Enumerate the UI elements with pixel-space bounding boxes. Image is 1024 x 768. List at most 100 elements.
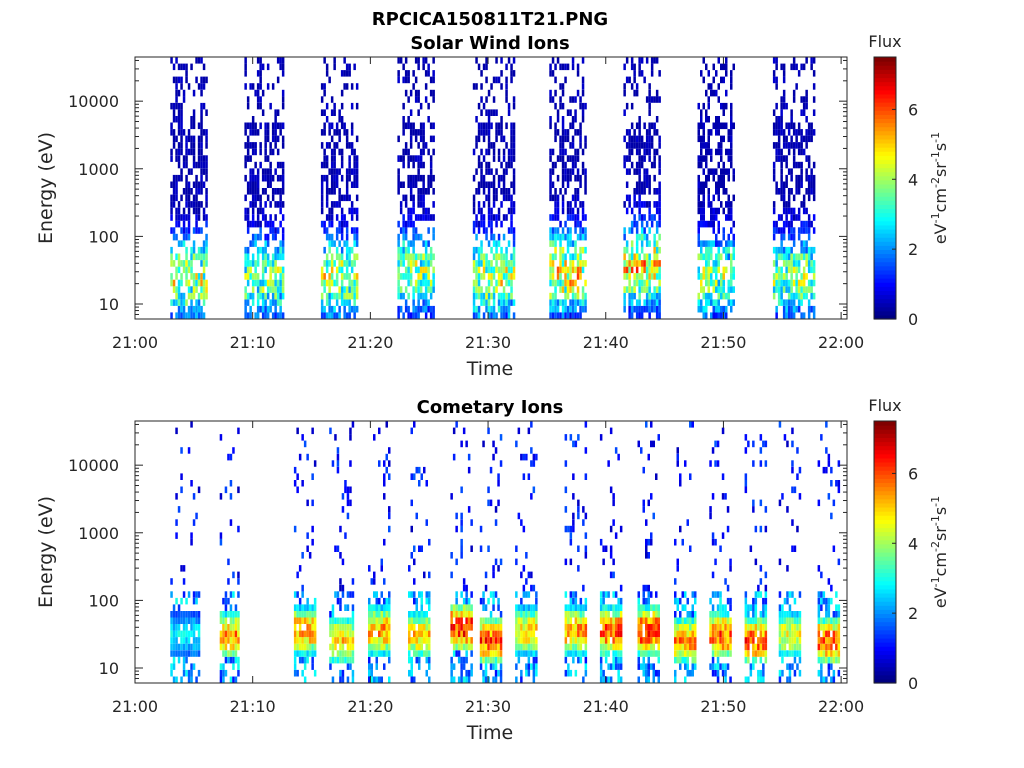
spectrogram-pixel [407,273,410,280]
spectrogram-pixel [700,240,703,247]
spectrogram-pixel [428,597,431,605]
spectrogram-pixel [522,591,526,598]
spectrogram-pixel [515,663,518,670]
spectrogram-pixel [782,207,786,215]
spectrogram-pixel [655,201,659,208]
spectrogram-pixel [653,201,656,208]
spectrogram-pixel [298,624,302,631]
spectrogram-pixel [460,643,463,651]
spectrogram-pixel [790,116,793,123]
spectrogram-pixel [229,656,233,664]
spectrogram-pixel [494,519,498,526]
spectrogram-pixel [775,220,778,228]
spectrogram-pixel [507,188,511,195]
spectrogram-pixel [264,135,267,143]
spectrogram-pixel [790,188,793,195]
spectrogram-pixel [549,155,552,162]
spectrogram-pixel [470,604,473,611]
spectrogram-pixel [269,273,272,280]
spectrogram-pixel [420,545,423,552]
spectrogram-pixel [584,142,587,149]
spectrogram-pixel [655,188,659,195]
spectrogram-pixel [368,637,371,644]
spectrogram-pixel [190,266,193,274]
spectrogram-pixel [645,552,648,559]
spectrogram-pixel [219,663,223,670]
spectrogram-pixel [576,214,580,221]
spectrogram-pixel [325,214,329,221]
spectrogram-pixel [647,611,650,618]
spectrogram-pixel [427,273,430,280]
spectrogram-pixel [643,122,646,130]
spectrogram-pixel [341,630,345,638]
spectrogram-pixel [564,292,567,300]
spectrogram-pixel [479,525,483,533]
spectrogram-pixel [702,155,705,162]
spectrogram-pixel [645,299,649,306]
spectrogram-pixel [707,194,710,202]
spectrogram-pixel [602,624,605,631]
spectrogram-pixel [170,669,173,677]
spectrogram-pixel [647,597,650,605]
spectrogram-pixel [281,292,285,300]
spectrogram-pixel [569,597,573,605]
spectrogram-pixel [335,201,339,208]
colorbar-swatch [874,298,896,304]
spectrogram-pixel [512,168,516,175]
spectrogram-pixel [232,656,235,664]
spectrogram-pixel [266,220,270,228]
spectrogram-pixel [787,299,791,306]
spectrogram-pixel [635,305,639,313]
spectrogram-pixel [500,57,503,64]
spectrogram-pixel [648,135,651,143]
spectrogram-pixel [409,122,413,130]
spectrogram-pixel [691,643,694,651]
spectrogram-pixel [658,188,661,195]
spectrogram-pixel [197,142,201,149]
spectrogram-pixel [702,188,705,195]
spectrogram-pixel [205,109,208,116]
spectrogram-pixel [712,266,715,274]
spectrogram-pixel [705,161,708,169]
spectrogram-pixel [577,643,580,651]
spectrogram-pixel [705,155,708,162]
spectrogram-pixel [725,122,728,130]
spectrogram-pixel [306,650,309,657]
spectrogram-pixel [177,624,181,631]
spectrogram-pixel [721,427,725,435]
spectrogram-pixel [419,174,423,182]
spectrogram-pixel [657,656,660,664]
spectrogram-pixel [759,656,763,664]
spectrogram-pixel [650,493,653,500]
spectrogram-pixel [380,624,383,631]
spectrogram-pixel [772,227,776,234]
spectrogram-pixel [259,201,262,208]
spectrogram-pixel [460,656,463,664]
spectrogram-pixel [222,676,225,683]
spectrogram-pixel [686,637,689,644]
spectrogram-pixel [637,676,640,683]
spectrogram-pixel [190,617,193,624]
spectrogram-pixel [700,181,703,188]
spectrogram-pixel [602,558,605,566]
spectrogram-pixel [744,676,748,683]
spectrogram-pixel [293,630,297,638]
spectrogram-pixel [200,174,203,182]
spectrogram-pixel [525,624,528,631]
spectrogram-pixel [800,273,803,280]
spectrogram-pixel [802,102,806,110]
spectrogram-pixel [507,266,511,274]
spectrogram-pixel [190,246,193,254]
spectrogram-pixel [373,604,376,611]
spectrogram-pixel [180,447,183,454]
spectrogram-pixel [388,637,391,644]
spectrogram-pixel [719,630,722,638]
spectrogram-pixel [609,624,613,631]
spectrogram-pixel [276,201,280,208]
spectrogram-pixel [676,460,679,467]
spectrogram-pixel [251,299,255,306]
spectrogram-pixel [336,447,340,454]
spectrogram-pixel [419,273,423,280]
spectrogram-pixel [709,663,712,670]
spectrogram-pixel [795,83,798,90]
